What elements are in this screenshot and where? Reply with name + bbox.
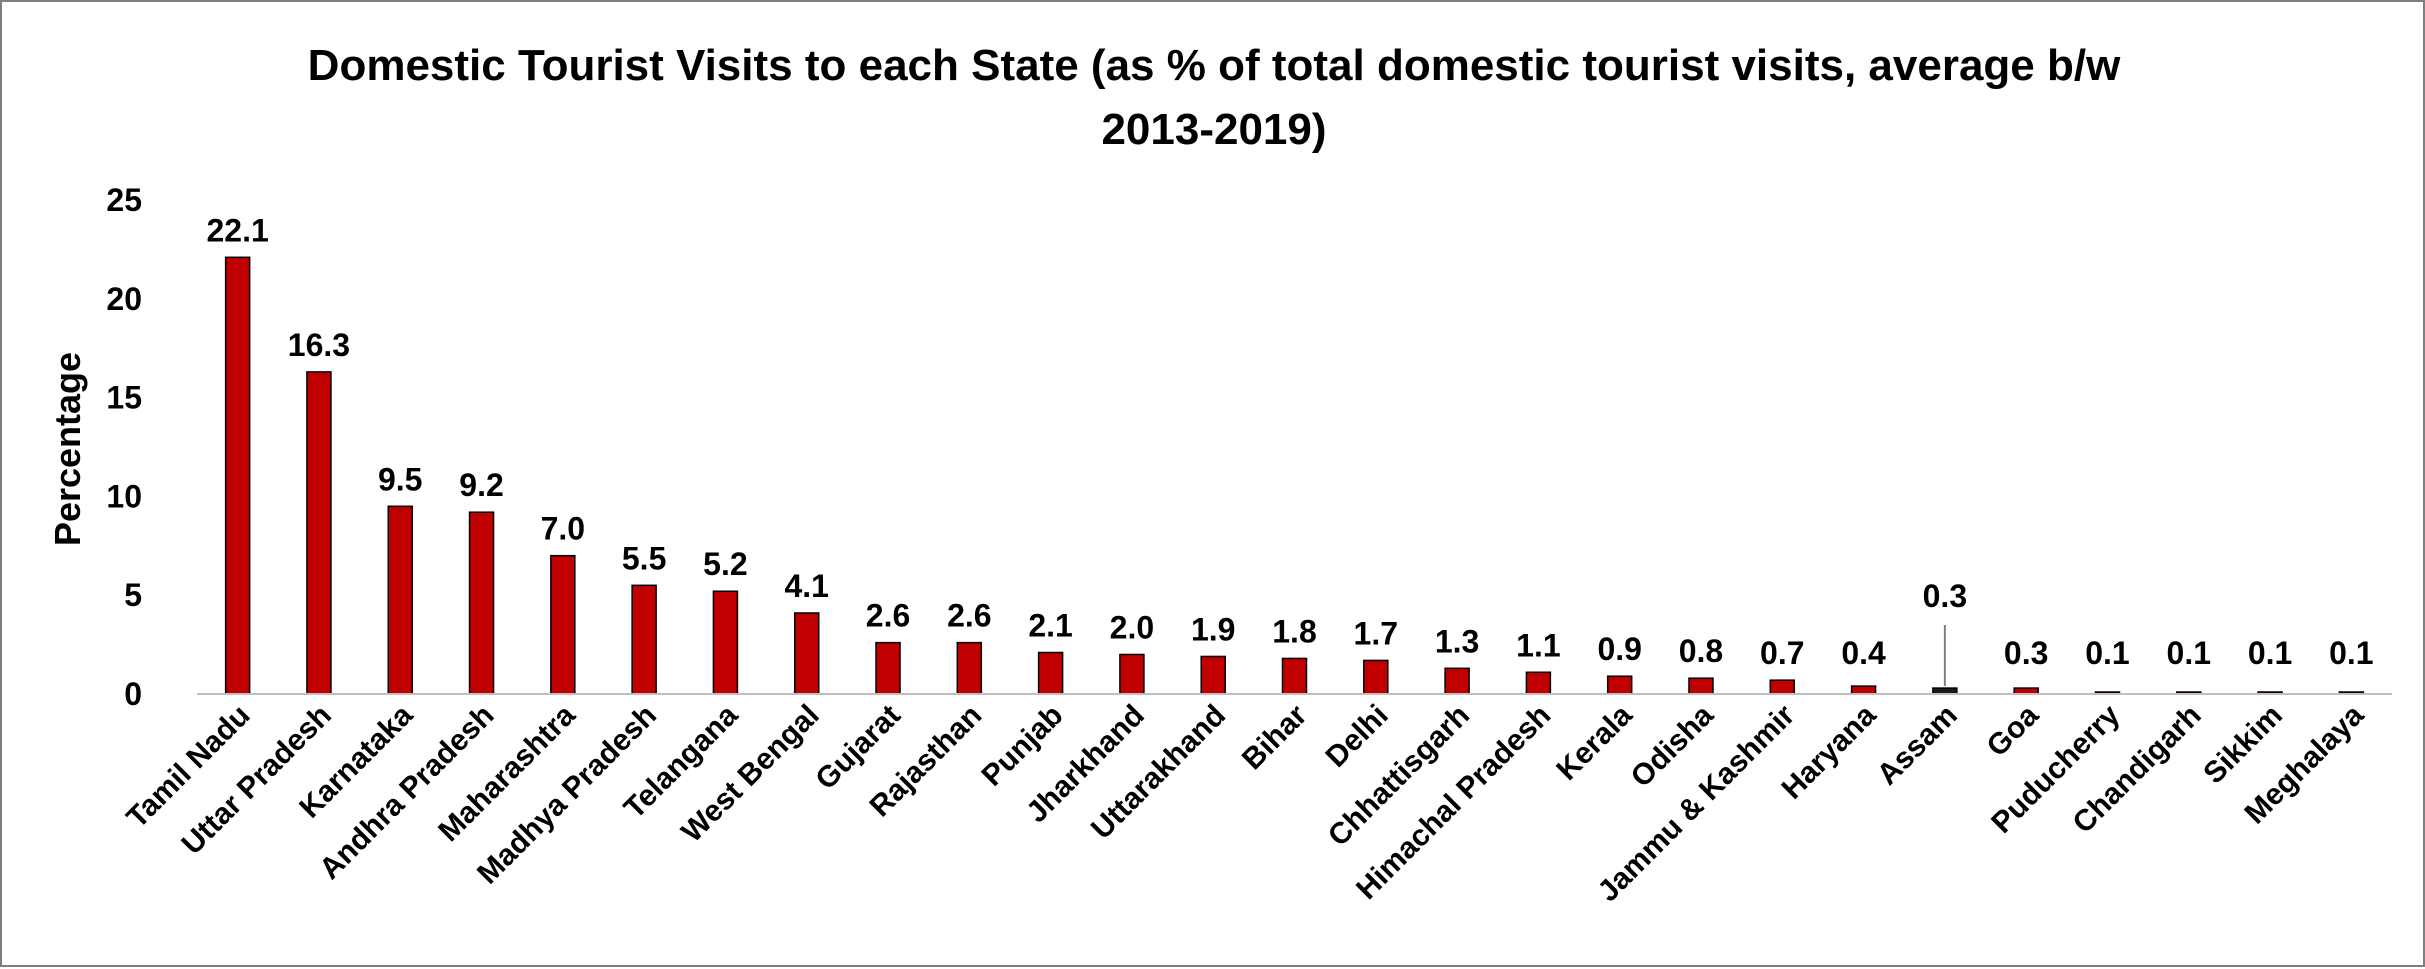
- data-label: 5.5: [622, 540, 666, 576]
- bar: [1850, 685, 1877, 695]
- data-label: 4.1: [784, 568, 828, 604]
- x-tick-label: Bihar: [1236, 698, 1314, 776]
- x-tick-label: Delhi: [1320, 699, 1395, 774]
- bar: [306, 371, 332, 695]
- x-tick-label: Assam: [1871, 699, 1964, 792]
- y-axis-label: Percentage: [47, 352, 88, 546]
- bar: [1281, 657, 1308, 695]
- data-label: 1.3: [1435, 623, 1479, 659]
- data-label: 2.6: [866, 598, 910, 634]
- data-label: 0.9: [1597, 631, 1641, 667]
- data-label: 0.1: [2248, 635, 2292, 671]
- chart-title-line-2: 2013-2019): [1101, 105, 1326, 154]
- y-tick-label: 20: [106, 281, 142, 317]
- bar: [387, 505, 413, 695]
- data-labels: 22.1 16.3 9.5 9.2 7.0 5.5 5.2 4.1 2.6 2.6 2.1 2.0 1.…: [207, 212, 2374, 671]
- data-label: 22.1: [207, 212, 269, 248]
- bar: [1200, 655, 1226, 695]
- bar: [793, 612, 820, 695]
- bar: [1769, 679, 1796, 695]
- bar: [712, 590, 739, 695]
- y-tick-label: 15: [106, 380, 142, 416]
- bar: [1688, 677, 1714, 695]
- data-label: 0.3: [2004, 635, 2048, 671]
- bar: [956, 641, 983, 695]
- data-label: 0.4: [1841, 635, 1886, 671]
- y-tick-label: 0: [124, 676, 142, 712]
- x-tick-label: Chhattisgarh: [1322, 699, 1476, 853]
- data-label: 0.8: [1679, 633, 1723, 669]
- bar: [1606, 675, 1633, 695]
- data-label: 7.0: [541, 511, 585, 547]
- bar: [550, 554, 576, 695]
- data-label: 2.6: [947, 598, 991, 634]
- data-label: 2.1: [1028, 608, 1072, 644]
- data-label: 1.7: [1354, 615, 1398, 651]
- data-label: 5.2: [703, 546, 747, 582]
- data-label: 9.5: [378, 461, 422, 497]
- data-label: 0.7: [1760, 635, 1804, 671]
- x-tick-label: Goa: [1981, 698, 2046, 763]
- bar: [1037, 651, 1064, 695]
- y-tick-label: 25: [106, 182, 142, 218]
- bar: [224, 256, 251, 695]
- data-label: 2.0: [1110, 609, 1154, 645]
- data-label: 0.1: [2329, 635, 2373, 671]
- bar: [1525, 671, 1552, 695]
- bar: [1444, 667, 1470, 695]
- data-label: 1.9: [1191, 611, 1235, 647]
- y-tick-label: 10: [106, 478, 142, 514]
- data-label: 1.8: [1272, 613, 1316, 649]
- data-label: 0.1: [2085, 635, 2129, 671]
- data-label: 0.3: [1923, 578, 1967, 614]
- data-label: 1.1: [1516, 627, 1560, 663]
- bar: [1119, 653, 1145, 695]
- y-tick-label: 5: [124, 577, 142, 613]
- bar: [631, 584, 657, 695]
- bar: [875, 641, 901, 695]
- data-label: 0.1: [2167, 635, 2211, 671]
- chart-title-line-1: Domestic Tourist Visits to each State (a…: [308, 41, 2121, 90]
- data-label: 9.2: [459, 467, 503, 503]
- data-label: 16.3: [288, 327, 350, 363]
- y-axis-ticks: 0 5 10 15 20 25: [106, 182, 142, 712]
- x-tick-label: Kerala: [1550, 698, 1638, 786]
- bars-group: [224, 256, 2365, 695]
- bar: [468, 511, 495, 695]
- bar: [1363, 659, 1389, 695]
